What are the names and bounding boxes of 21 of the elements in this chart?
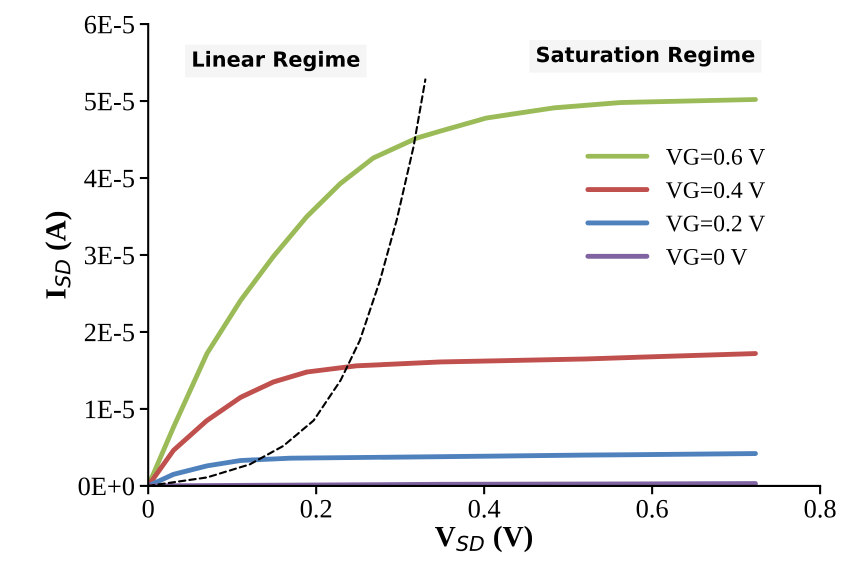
annotation: Saturation Regime (537, 46, 754, 67)
y-tick-label: 0E+0 (78, 478, 134, 496)
annotation: Linear Regime (193, 50, 360, 72)
y-axis-title: I$_{SD}$ (A) (45, 212, 72, 298)
y-tick-label: 6E-5 (84, 16, 134, 34)
x-tick-label: 0 (142, 500, 154, 518)
legend-label: VG=0.4 V (666, 182, 765, 198)
x-tick-label: 0.4 (468, 500, 500, 518)
y-tick-label: 1E-5 (86, 400, 134, 418)
y-tick-label: 3E-5 (84, 246, 134, 264)
y-tick-label: 2E-5 (84, 324, 134, 342)
x-tick-label: 0.8 (804, 500, 836, 518)
legend-label: VG=0.6 V (666, 148, 765, 165)
x-tick-label: 0.6 (636, 500, 668, 518)
line-series (148, 451, 758, 486)
legend-label: VG=0.2 V (666, 216, 765, 232)
y-tick-label: 4E-5 (84, 170, 134, 188)
y-tick-label: 5E-5 (85, 92, 134, 110)
x-axis-title: V$_{SD}$ (V) (435, 526, 532, 552)
legend-label: VG=0 V (666, 248, 748, 265)
x-tick-label: 0.2 (300, 500, 332, 518)
